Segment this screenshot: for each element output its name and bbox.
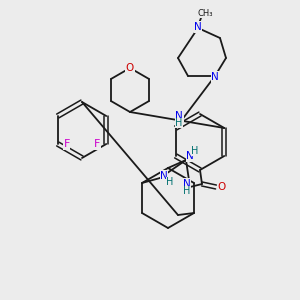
Text: N: N bbox=[183, 179, 191, 189]
Text: H: H bbox=[183, 186, 191, 196]
Text: H: H bbox=[191, 146, 199, 156]
Text: N: N bbox=[175, 111, 183, 121]
Text: H: H bbox=[176, 118, 183, 128]
Text: N: N bbox=[186, 151, 194, 161]
Text: CH₃: CH₃ bbox=[197, 8, 213, 17]
Text: F: F bbox=[94, 139, 101, 149]
Text: O: O bbox=[126, 63, 134, 73]
Text: N: N bbox=[194, 22, 202, 32]
Text: F: F bbox=[64, 139, 70, 149]
Text: N: N bbox=[160, 171, 168, 181]
Text: H: H bbox=[166, 177, 174, 187]
Text: O: O bbox=[218, 182, 226, 192]
Text: N: N bbox=[211, 72, 219, 82]
